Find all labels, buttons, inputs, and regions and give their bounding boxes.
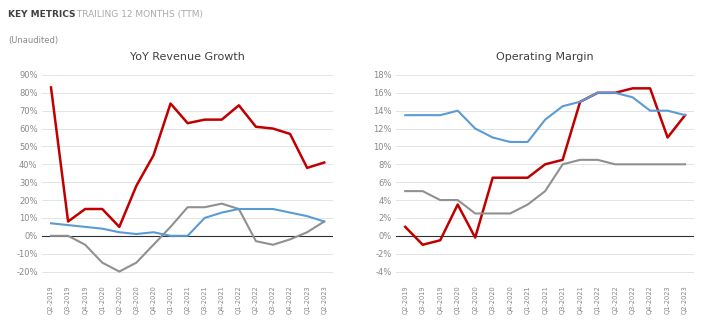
- Title: Operating Margin: Operating Margin: [496, 52, 594, 62]
- Text: TRAILING 12 MONTHS (TTM): TRAILING 12 MONTHS (TTM): [74, 10, 203, 19]
- Text: (Unaudited): (Unaudited): [8, 36, 59, 45]
- Title: YoY Revenue Growth: YoY Revenue Growth: [130, 52, 245, 62]
- Text: KEY METRICS: KEY METRICS: [8, 10, 76, 19]
